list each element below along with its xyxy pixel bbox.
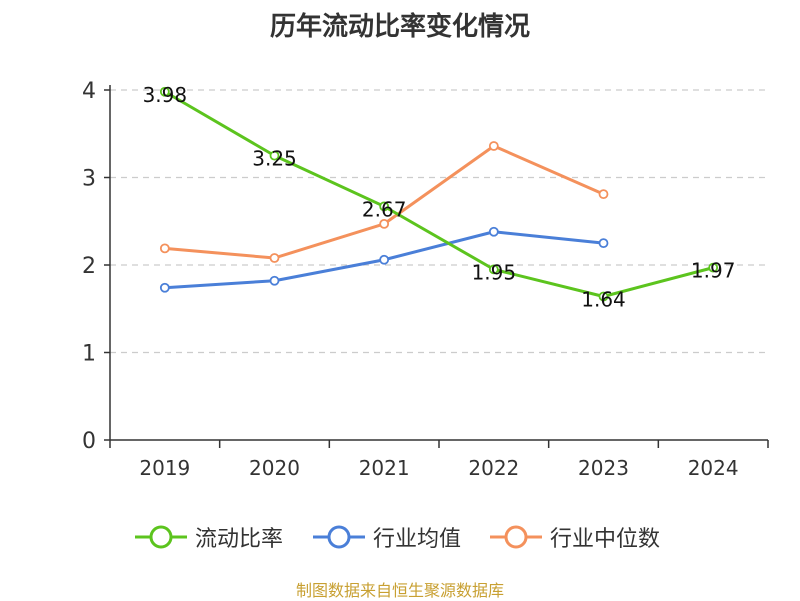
data-source-note: 制图数据来自恒生聚源数据库 xyxy=(295,581,504,600)
point-current-ratio-2023 xyxy=(598,291,609,302)
x-tick-label-2020: 2020 xyxy=(249,456,300,480)
data-label-current-ratio-2020: 3.25 xyxy=(252,147,297,171)
legend-marker-current-ratio xyxy=(135,525,187,549)
y-tick-label-0: 0 xyxy=(82,429,96,454)
point-current-ratio-2020 xyxy=(269,150,280,161)
y-tick-label-2: 2 xyxy=(82,254,96,279)
data-label-current-ratio-2023: 1.64 xyxy=(581,288,626,312)
point-industry-median-2020 xyxy=(269,253,280,263)
x-tick-label-2023: 2023 xyxy=(578,456,629,480)
y-tick-label-4: 4 xyxy=(82,79,96,104)
x-tick-label-2021: 2021 xyxy=(359,456,410,480)
data-label-current-ratio-2024: 1.97 xyxy=(691,259,736,283)
point-industry-average-2019 xyxy=(159,282,170,293)
legend: 流动比率 行业均值 行业中位数 xyxy=(0,519,800,555)
point-industry-median-2019 xyxy=(159,243,170,254)
point-industry-average-2020 xyxy=(269,275,280,286)
point-current-ratio-2024 xyxy=(708,262,719,273)
point-industry-median-2022 xyxy=(488,141,499,151)
point-industry-median-2023 xyxy=(598,189,609,200)
legend-label-industry-average: 行业均值 xyxy=(373,527,462,552)
point-current-ratio-2021 xyxy=(379,201,390,212)
data-label-current-ratio-2022: 1.95 xyxy=(472,260,517,284)
chart-title: 历年流动比率变化情况 xyxy=(269,12,530,42)
data-label-current-ratio-2021: 2.67 xyxy=(362,197,407,221)
y-tick-label-3: 3 xyxy=(82,167,96,192)
point-current-ratio-2022 xyxy=(488,264,499,275)
legend-label-industry-median: 行业中位数 xyxy=(550,527,661,552)
point-industry-average-2021 xyxy=(379,254,390,265)
y-tick-label-1: 1 xyxy=(82,342,96,367)
x-tick-label-2022: 2022 xyxy=(468,456,519,480)
point-industry-average-2022 xyxy=(488,226,499,237)
legend-label-current-ratio: 流动比率 xyxy=(195,527,284,552)
legend-marker-industry-average xyxy=(313,525,365,549)
point-industry-median-2021 xyxy=(379,218,390,229)
series-line-current-ratio xyxy=(164,90,714,298)
point-industry-average-2023 xyxy=(598,238,609,249)
point-current-ratio-2019 xyxy=(159,86,170,97)
legend-marker-industry-median xyxy=(490,525,542,549)
x-tick-label-2024: 2024 xyxy=(688,456,739,480)
x-tick-label-2019: 2019 xyxy=(139,456,190,480)
data-label-current-ratio-2019: 3.98 xyxy=(143,83,188,107)
